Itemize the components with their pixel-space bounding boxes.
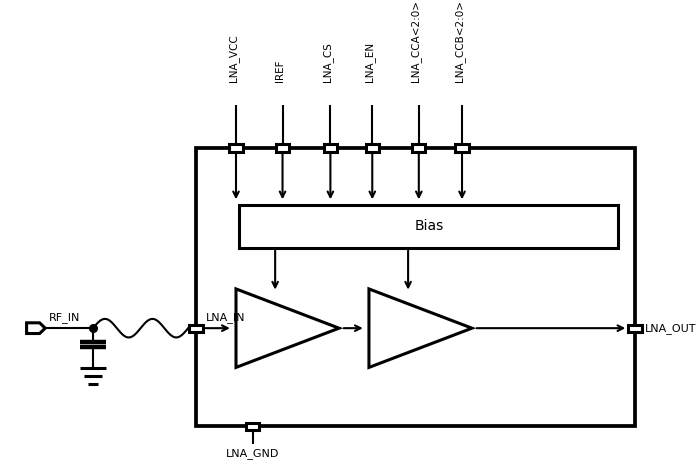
Bar [190,325,203,332]
Bar [412,145,426,152]
Text: RF_IN: RF_IN [48,312,80,323]
Text: LNA_IN: LNA_IN [206,312,246,323]
Text: LNA_CCB<2:0>: LNA_CCB<2:0> [454,0,465,82]
Bar [365,145,379,152]
Text: LNA_CCA<2:0>: LNA_CCA<2:0> [411,0,421,82]
Text: LNA_VCC: LNA_VCC [228,34,239,82]
Text: LNA_CS: LNA_CS [322,42,333,82]
Text: LNA_EN: LNA_EN [364,42,375,82]
Bar [230,145,243,152]
Bar [239,205,618,248]
Polygon shape [369,289,472,367]
Bar [246,423,259,430]
Bar [456,145,469,152]
Text: Bias: Bias [414,219,443,233]
Polygon shape [27,323,46,334]
Polygon shape [236,289,339,367]
Bar [628,325,641,332]
Text: IREF: IREF [275,60,285,82]
Bar [276,145,289,152]
Bar [196,148,635,426]
Bar [323,145,337,152]
Text: LNA_GND: LNA_GND [226,448,279,459]
Text: LNA_OUT: LNA_OUT [645,323,696,334]
